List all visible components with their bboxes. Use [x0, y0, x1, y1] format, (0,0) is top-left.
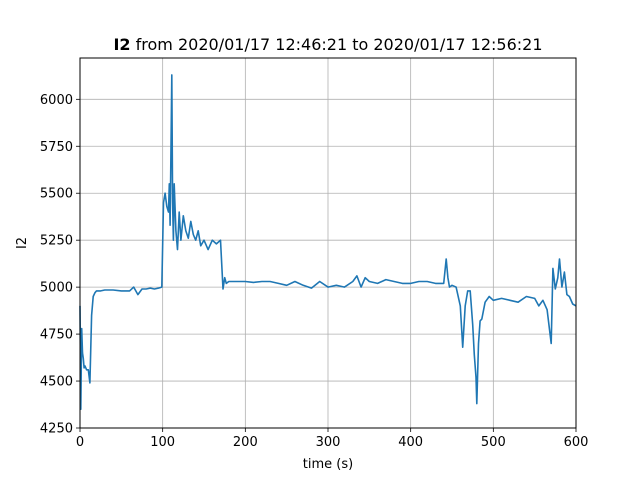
chart-title-rest: from 2020/01/17 12:46:21 to 2020/01/17 1… [131, 35, 543, 54]
y-tick-label: 6000 [40, 93, 73, 108]
x-axis-ticks: 0 100 200 300 400 500 600 [76, 428, 589, 450]
y-axis-ticks: 4250 4500 4750 5000 5250 5500 5750 6000 [40, 93, 80, 437]
x-tick-label: 0 [76, 435, 84, 450]
y-tick-label: 5750 [40, 140, 73, 155]
x-tick-label: 200 [233, 435, 258, 450]
y-tick-label: 4500 [40, 375, 73, 390]
y-tick-label: 5250 [40, 234, 73, 249]
chart-title-bold: I2 [113, 35, 130, 54]
y-tick-label: 5000 [40, 281, 73, 296]
x-tick-label: 100 [150, 435, 175, 450]
x-tick-label: 500 [481, 435, 506, 450]
y-tick-label: 4250 [40, 422, 73, 437]
y-axis-label: I2 [15, 237, 30, 249]
chart-title: I2 from 2020/01/17 12:46:21 to 2020/01/1… [113, 35, 542, 54]
x-tick-label: 400 [398, 435, 423, 450]
y-tick-label: 5500 [40, 187, 73, 202]
x-axis-label: time (s) [303, 457, 353, 472]
y-tick-label: 4750 [40, 328, 73, 343]
series-line-i2 [79, 74, 577, 411]
x-tick-label: 600 [564, 435, 589, 450]
x-tick-label: 300 [316, 435, 341, 450]
